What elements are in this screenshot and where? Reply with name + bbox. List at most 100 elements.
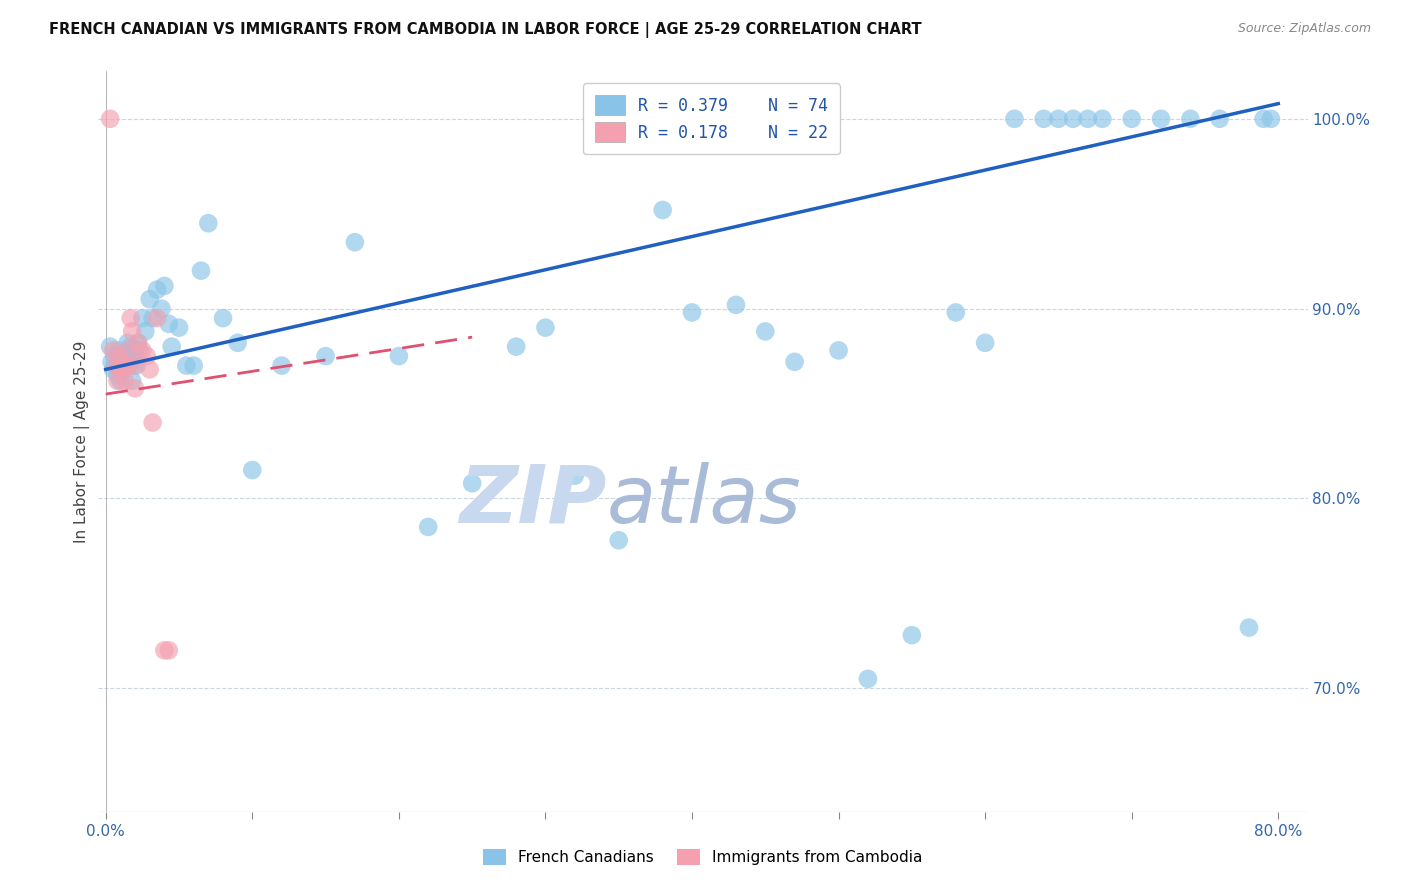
Point xyxy=(157,643,180,657)
Point xyxy=(131,311,153,326)
Point xyxy=(117,349,139,363)
Point xyxy=(103,349,125,363)
Point xyxy=(108,343,131,358)
Point xyxy=(118,359,141,373)
Point xyxy=(117,335,139,350)
Point xyxy=(167,320,190,334)
Point xyxy=(142,416,165,430)
Text: FRENCH CANADIAN VS IMMIGRANTS FROM CAMBODIA IN LABOR FORCE | AGE 25-29 CORRELATI: FRENCH CANADIAN VS IMMIGRANTS FROM CAMBO… xyxy=(49,22,922,38)
Point xyxy=(122,343,145,358)
Point xyxy=(111,359,134,373)
Point xyxy=(856,672,879,686)
Point xyxy=(534,320,557,334)
Point xyxy=(651,202,673,217)
Point xyxy=(105,359,128,373)
Point xyxy=(128,343,150,358)
Point xyxy=(115,359,138,373)
Point xyxy=(112,362,135,376)
Point xyxy=(901,628,924,642)
Point xyxy=(100,355,122,369)
Point xyxy=(1047,112,1070,126)
Point xyxy=(343,235,366,250)
Point xyxy=(1091,112,1114,126)
Point xyxy=(121,355,143,369)
Point xyxy=(240,463,263,477)
Point xyxy=(105,359,128,373)
Point xyxy=(1253,112,1275,126)
Point xyxy=(101,362,124,376)
Point xyxy=(101,343,124,358)
Point xyxy=(1208,112,1230,126)
Y-axis label: In Labor Force | Age 25-29: In Labor Force | Age 25-29 xyxy=(75,341,90,542)
Point xyxy=(98,340,121,354)
Point xyxy=(461,476,484,491)
Point xyxy=(138,292,160,306)
Point xyxy=(142,311,165,326)
Point xyxy=(134,325,156,339)
Point xyxy=(125,359,148,373)
Point xyxy=(1237,621,1260,635)
Point xyxy=(131,343,153,358)
Point xyxy=(974,335,997,350)
Point xyxy=(110,362,132,376)
Point xyxy=(114,374,136,388)
Point xyxy=(1121,112,1143,126)
Point xyxy=(114,349,136,363)
Point xyxy=(418,520,440,534)
Point xyxy=(226,335,249,350)
Point xyxy=(107,368,129,383)
Text: atlas: atlas xyxy=(606,462,801,540)
Point xyxy=(945,305,967,319)
Point xyxy=(1077,112,1099,126)
Point xyxy=(124,381,146,395)
Point xyxy=(98,112,121,126)
Point xyxy=(564,468,586,483)
Point xyxy=(107,374,129,388)
Point xyxy=(122,359,145,373)
Point xyxy=(160,340,183,354)
Point xyxy=(1032,112,1054,126)
Point xyxy=(127,335,149,350)
Point xyxy=(681,305,703,319)
Point xyxy=(110,349,132,363)
Text: Source: ZipAtlas.com: Source: ZipAtlas.com xyxy=(1237,22,1371,36)
Point xyxy=(1004,112,1026,126)
Point xyxy=(117,359,139,373)
Point xyxy=(127,335,149,350)
Point xyxy=(153,643,176,657)
Point xyxy=(1180,112,1202,126)
Text: ZIP: ZIP xyxy=(458,462,606,540)
Point xyxy=(1260,112,1282,126)
Point xyxy=(112,359,135,373)
Point xyxy=(120,311,142,326)
Point xyxy=(157,317,180,331)
Point xyxy=(146,311,169,326)
Point xyxy=(124,349,146,363)
Point xyxy=(754,325,776,339)
Point xyxy=(138,362,160,376)
Point xyxy=(783,355,806,369)
Point xyxy=(607,533,630,548)
Point xyxy=(1062,112,1084,126)
Point xyxy=(108,349,131,363)
Point xyxy=(121,325,143,339)
Point xyxy=(190,263,212,277)
Point xyxy=(827,343,849,358)
Point xyxy=(117,343,139,358)
Point xyxy=(146,283,169,297)
Point xyxy=(388,349,411,363)
Legend: French Canadians, Immigrants from Cambodia: French Canadians, Immigrants from Cambod… xyxy=(477,843,929,871)
Point xyxy=(153,278,176,293)
Point xyxy=(505,340,527,354)
Point xyxy=(212,311,235,326)
Point xyxy=(724,298,747,312)
Point xyxy=(120,340,142,354)
Point xyxy=(176,359,198,373)
Point xyxy=(110,374,132,388)
Point xyxy=(135,349,157,363)
Point xyxy=(121,374,143,388)
Point xyxy=(150,301,173,316)
Point xyxy=(270,359,292,373)
Point xyxy=(183,359,205,373)
Point xyxy=(315,349,337,363)
